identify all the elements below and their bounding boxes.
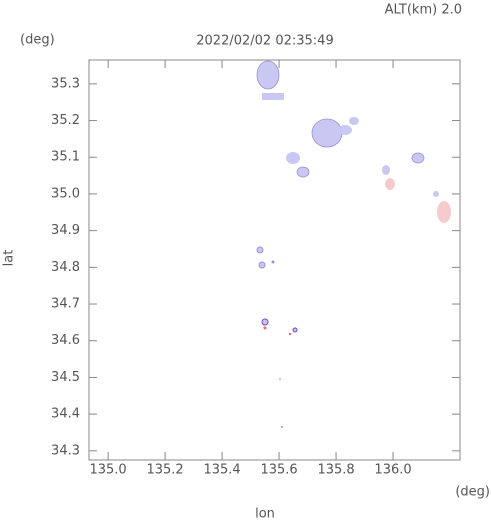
y-tick-label: 35.2 <box>51 113 80 128</box>
y-tick-label: 34.8 <box>51 260 80 275</box>
y-tick-label: 34.3 <box>51 443 80 458</box>
y-unit: (deg) <box>20 33 55 48</box>
x-tick-label: 135.4 <box>203 463 240 478</box>
y-tick-label: 34.7 <box>51 297 80 312</box>
x-tick-label: 135.6 <box>260 463 297 478</box>
y-tick-label: 35.3 <box>51 76 80 91</box>
y-tick-label: 35.0 <box>51 186 80 201</box>
chart-title: 2022/02/02 02:35:49 <box>196 34 333 49</box>
y-tick-label: 34.5 <box>51 370 80 385</box>
y-axis-label: lat <box>2 250 17 267</box>
y-tick-label: 34.6 <box>51 333 80 348</box>
x-tick-label: 135.2 <box>146 463 183 478</box>
echo-blobs <box>256 60 451 428</box>
altitude-label: ALT(km) 2.0 <box>385 3 462 18</box>
x-tick-label: 135.0 <box>89 463 126 478</box>
x-axis-label: lon <box>255 507 275 521</box>
plot-frame <box>88 59 461 461</box>
y-tick-label: 34.9 <box>51 223 80 238</box>
y-tick-label: 34.4 <box>51 407 80 422</box>
x-unit: (deg) <box>455 485 490 500</box>
x-tick-label: 136.0 <box>374 463 411 478</box>
y-tick-label: 35.1 <box>51 150 80 165</box>
x-tick-label: 135.8 <box>317 463 354 478</box>
